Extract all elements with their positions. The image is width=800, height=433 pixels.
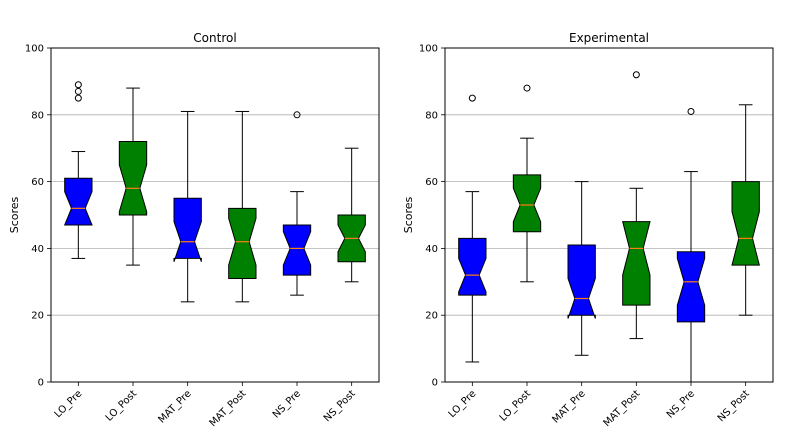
box-MAT_Pre [173, 110, 202, 303]
box-NS_Pre [676, 107, 706, 383]
y-tick-label: 60 [31, 177, 44, 188]
box-MAT_Pre [567, 181, 596, 356]
x-tick-label: MAT_Post [602, 388, 643, 429]
x-tick-label: NS_Post [716, 388, 752, 424]
x-tick-label: MAT_Post [208, 388, 249, 429]
y-tick-label: 100 [25, 44, 44, 55]
y-tick-label: 0 [38, 378, 44, 389]
control-panel: Control Scores 0 20 40 60 80 100 LO_Pre LO_Post… [8, 31, 380, 429]
outlier-point [468, 94, 476, 102]
y-tick-label: 0 [432, 378, 438, 389]
y-tick-label: 80 [31, 110, 44, 121]
box-LO_Pre [458, 94, 487, 363]
box-body [622, 221, 651, 306]
x-tick-label: MAT_Pre [157, 388, 194, 425]
box-NS_Post [731, 104, 760, 316]
outlier-point [293, 111, 301, 119]
box-body [63, 177, 93, 226]
outlier-point [74, 94, 82, 102]
x-tick-label: LO_Pre [53, 388, 85, 420]
y-tick-label: 40 [31, 244, 44, 255]
outlier-point [632, 71, 640, 79]
y-tick-label: 80 [425, 110, 438, 121]
y-axis-label: Scores [402, 196, 415, 233]
box-NS_Pre [282, 111, 312, 296]
box-body [173, 197, 202, 262]
x-tick-label: NS_Pre [665, 388, 697, 420]
box-body [282, 224, 312, 276]
box-MAT_Post [228, 110, 257, 303]
x-tick-label: LO_Post [104, 388, 139, 423]
box-MAT_Post [622, 71, 651, 340]
y-tick-label: 20 [31, 311, 44, 322]
y-tick-label: 40 [425, 244, 438, 255]
x-tick-label: LO_Pre [447, 388, 479, 420]
box-body [228, 207, 257, 279]
box-body [512, 174, 542, 233]
outlier-point [74, 81, 82, 89]
y-axis-label: Scores [8, 196, 21, 233]
outlier-point [74, 87, 82, 95]
box-LO_Post [512, 84, 542, 283]
box-LO_Pre [63, 81, 93, 259]
outlier-point [687, 107, 695, 115]
box-NS_Post [337, 147, 366, 283]
y-tick-label: 60 [425, 177, 438, 188]
x-tick-label: MAT_Pre [551, 388, 588, 425]
plot-frame [50, 47, 380, 383]
box-LO_Post [118, 87, 148, 266]
chart-title: Control [193, 31, 236, 45]
box-body [458, 237, 487, 296]
y-tick-label: 100 [419, 44, 438, 55]
outlier-point [523, 84, 531, 92]
plot-frame [444, 47, 774, 383]
box-body [118, 141, 148, 216]
box-body [731, 181, 760, 266]
box-body [676, 251, 706, 323]
experimental-panel: Experimental Scores 0 20 40 60 80 100 LO_Pre LO… [402, 31, 774, 429]
box-body [567, 244, 596, 319]
x-tick-label: LO_Post [498, 388, 533, 423]
x-tick-label: NS_Pre [271, 388, 303, 420]
chart-title: Experimental [569, 31, 649, 45]
x-tick-label: NS_Post [322, 388, 358, 424]
y-tick-label: 20 [425, 311, 438, 322]
